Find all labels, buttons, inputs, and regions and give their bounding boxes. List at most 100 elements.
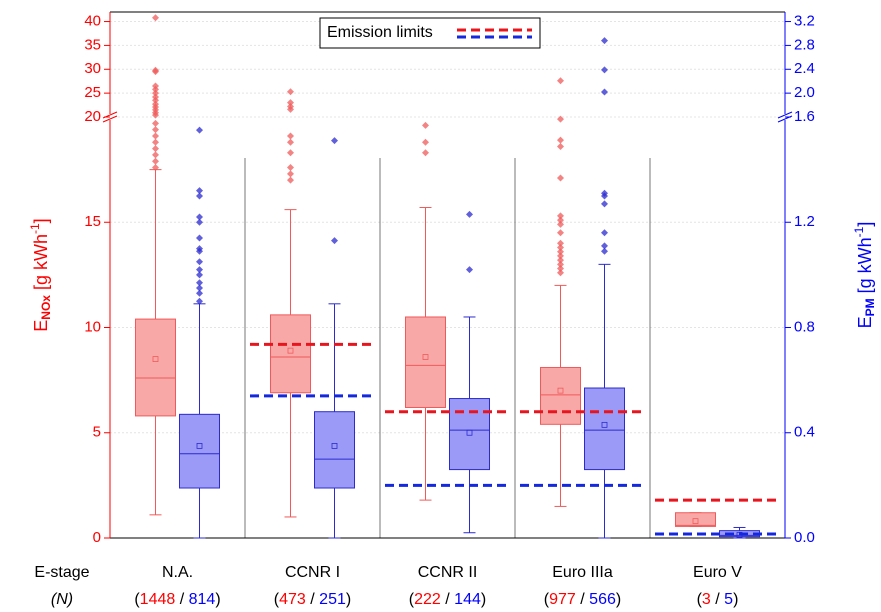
outlier bbox=[601, 200, 608, 208]
outlier bbox=[557, 239, 564, 247]
count-close: ) bbox=[481, 591, 486, 608]
y2-tick-label: 2.8 bbox=[794, 36, 815, 53]
outlier bbox=[557, 252, 564, 260]
outlier bbox=[152, 14, 159, 22]
count-close: ) bbox=[616, 591, 621, 608]
outlier bbox=[196, 126, 203, 134]
axis-break bbox=[102, 115, 118, 123]
x-tick-label: N.A. bbox=[162, 564, 193, 581]
outlier bbox=[196, 297, 203, 305]
outlier bbox=[557, 174, 564, 182]
axis-title-sub: PM bbox=[863, 298, 877, 316]
box bbox=[314, 411, 355, 489]
x-tick-label: CCNR I bbox=[285, 564, 340, 581]
box bbox=[179, 413, 220, 489]
y-tick-label: 0 bbox=[93, 529, 101, 546]
axis-title: EPM [g kWh-1] bbox=[852, 222, 877, 329]
count-label: (473 / 251) bbox=[274, 591, 351, 608]
y2-tick-label: 0.4 bbox=[794, 424, 815, 441]
outlier bbox=[557, 248, 564, 256]
y-tick-label: 20 bbox=[84, 108, 101, 125]
count-open: ( bbox=[409, 591, 415, 608]
outlier bbox=[557, 229, 564, 237]
count-close: ) bbox=[733, 591, 738, 608]
outlier bbox=[466, 266, 473, 274]
outlier bbox=[152, 119, 159, 127]
count-label: (977 / 566) bbox=[544, 591, 621, 608]
outlier bbox=[152, 66, 159, 74]
outlier bbox=[601, 242, 608, 250]
count-open: ( bbox=[544, 591, 550, 608]
outlier bbox=[152, 151, 159, 159]
outlier bbox=[557, 212, 564, 220]
outlier bbox=[152, 93, 159, 101]
x-tick-label: CCNR II bbox=[418, 564, 478, 581]
count-pm: 5 bbox=[724, 591, 733, 608]
y2-tick-label: 0.8 bbox=[794, 318, 815, 335]
outlier bbox=[152, 157, 159, 165]
outlier bbox=[557, 260, 564, 268]
y2-tick-label: 2.4 bbox=[794, 60, 815, 77]
axis-title-end: ] bbox=[855, 222, 875, 227]
legend-box bbox=[319, 17, 541, 49]
count-nox: 3 bbox=[702, 591, 711, 608]
n-label: (N) bbox=[51, 591, 73, 608]
outlier bbox=[557, 142, 564, 150]
count-open: ( bbox=[274, 591, 280, 608]
count-pm: 814 bbox=[189, 591, 216, 608]
outlier bbox=[196, 266, 203, 274]
x-tick-label: Euro IIIa bbox=[552, 564, 613, 581]
outlier bbox=[287, 138, 294, 146]
outlier bbox=[152, 145, 159, 153]
axis-title-sup: -1 bbox=[28, 223, 42, 234]
count-close: ) bbox=[346, 591, 351, 608]
count-pm: 566 bbox=[589, 591, 616, 608]
count-pm: 144 bbox=[454, 591, 481, 608]
mean bbox=[466, 429, 473, 436]
x-axis-title: E-stage bbox=[34, 564, 89, 581]
outlier bbox=[196, 187, 203, 195]
mean bbox=[331, 443, 338, 449]
outlier bbox=[601, 88, 608, 96]
count-label: (3 / 5) bbox=[697, 591, 739, 608]
outlier bbox=[287, 149, 294, 157]
axis-title-main: E bbox=[855, 316, 875, 328]
axis-title-unit: [g kWh bbox=[855, 237, 875, 298]
outlier bbox=[557, 265, 564, 273]
count-pm: 251 bbox=[319, 591, 346, 608]
y-tick-label: 35 bbox=[84, 36, 101, 53]
mean bbox=[557, 387, 564, 394]
outlier bbox=[196, 279, 203, 287]
outlier bbox=[152, 132, 159, 140]
outlier bbox=[422, 149, 429, 157]
outlier bbox=[287, 176, 294, 184]
count-sep: / bbox=[576, 591, 589, 608]
outlier bbox=[152, 100, 159, 108]
legend-label: Emission limits bbox=[327, 24, 433, 41]
outlier bbox=[422, 121, 429, 129]
mean bbox=[692, 518, 699, 525]
outlier bbox=[287, 164, 294, 172]
outlier bbox=[557, 244, 564, 252]
outlier bbox=[287, 99, 294, 107]
outlier bbox=[152, 82, 159, 90]
outlier bbox=[557, 216, 564, 224]
outlier bbox=[601, 189, 608, 197]
box bbox=[135, 318, 176, 417]
axis-title-end: ] bbox=[31, 218, 51, 223]
box bbox=[675, 512, 716, 527]
mean bbox=[287, 347, 294, 354]
outlier bbox=[557, 136, 564, 144]
box bbox=[584, 387, 625, 471]
axis-title-unit: [g kWh bbox=[31, 234, 51, 295]
y2-tick-label: 1.6 bbox=[794, 108, 815, 125]
outlier bbox=[152, 89, 159, 97]
outlier bbox=[557, 256, 564, 264]
mean bbox=[196, 443, 203, 449]
y-tick-label: 25 bbox=[84, 84, 101, 101]
outlier bbox=[601, 37, 608, 45]
box bbox=[270, 314, 311, 394]
y-tick-label: 40 bbox=[84, 13, 101, 30]
axis-title-main: E bbox=[31, 320, 51, 332]
count-nox: 222 bbox=[414, 591, 441, 608]
